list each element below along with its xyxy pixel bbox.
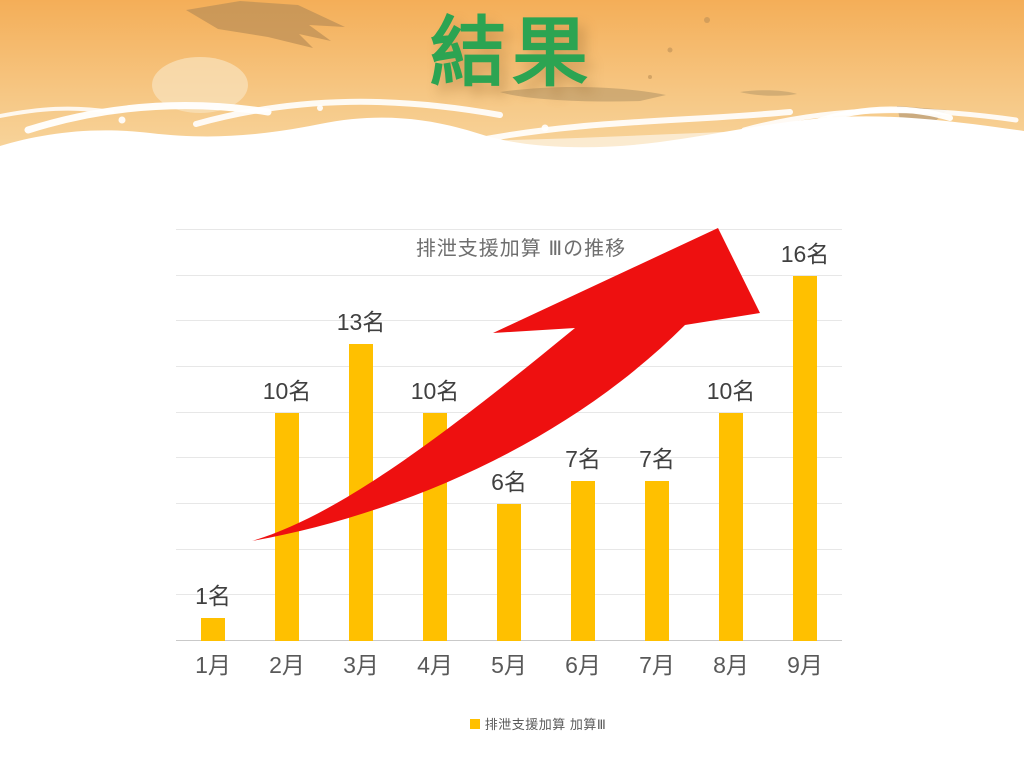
data-label-2月: 10名	[262, 377, 312, 404]
x-tick-3月: 3月	[343, 652, 379, 678]
bar-group-4月: 10名	[398, 379, 472, 641]
x-tick-6月: 6月	[565, 652, 601, 678]
bar-group-7月: 7名	[620, 448, 694, 641]
data-label-3月: 13名	[336, 309, 386, 336]
gridline	[176, 366, 842, 367]
data-label-6月: 7名	[565, 446, 601, 473]
bar-group-9月: 16名	[768, 242, 842, 641]
wave-dot	[118, 116, 126, 124]
data-label-8月: 10名	[706, 377, 756, 404]
speck	[667, 47, 673, 53]
bar-3月	[349, 344, 373, 641]
bar-7月	[645, 481, 669, 641]
bar-group-8月: 10名	[694, 379, 768, 641]
bar-group-3月: 13名	[324, 311, 398, 641]
wave-dot	[317, 105, 323, 111]
speck	[704, 17, 710, 23]
bar-group-2月: 10名	[250, 379, 324, 641]
bar-8月	[719, 412, 743, 641]
legend-label: 排泄支援加算 加算Ⅲ	[484, 717, 607, 732]
bar-group-1月: 1名	[176, 585, 250, 641]
gridline	[176, 320, 842, 322]
data-label-4月: 10名	[410, 377, 460, 404]
bar-4月	[423, 412, 447, 641]
x-tick-5月: 5月	[491, 652, 527, 678]
bar-9月	[793, 275, 817, 641]
tan-brushstroke-icon	[186, 1, 345, 48]
pale-wash-blob	[152, 57, 248, 113]
slide-title: 結果	[430, 11, 594, 96]
x-tick-2月: 2月	[269, 652, 305, 678]
chart-legend: 排泄支援加算 加算Ⅲ	[26, 714, 1024, 733]
data-label-7月: 7名	[639, 446, 675, 473]
bar-group-5月: 6名	[472, 471, 546, 641]
bar-group-6月: 7名	[546, 448, 620, 641]
x-tick-7月: 7月	[639, 652, 675, 678]
x-axis-labels: 1月 2月 3月 4月 5月 6月 7月 8月 9月	[176, 652, 842, 680]
white-base	[0, 170, 1024, 185]
wave-dot	[541, 124, 549, 132]
data-label-9月: 16名	[780, 240, 830, 267]
watercolor-banner-artwork	[0, 0, 1024, 185]
bar-5月	[497, 504, 521, 641]
title-shadow-streak	[500, 86, 666, 102]
bar-2月	[275, 412, 299, 641]
tan-dash	[740, 90, 797, 96]
x-tick-9月: 9月	[787, 652, 823, 678]
chart-title: 排泄支援加算 Ⅲの推移	[415, 238, 627, 260]
data-label-5月: 6名	[491, 469, 527, 495]
gridline	[176, 229, 842, 230]
bar-6月	[571, 481, 595, 641]
white-fade-solid	[0, 116, 1024, 178]
x-tick-4月: 4月	[417, 652, 453, 678]
gridline	[176, 274, 842, 276]
bar-1月	[201, 618, 225, 641]
x-tick-8月: 8月	[713, 652, 749, 678]
data-label-1月: 1名	[195, 583, 231, 610]
x-tick-1月: 1月	[195, 652, 231, 678]
bar-chart: 1名 10名 13名 10名 6名 7名 7名 10名 16名 排泄支援加算 Ⅲの推移	[176, 229, 842, 641]
speck	[648, 75, 652, 79]
white-wave-strokes	[0, 98, 1019, 145]
legend-swatch-icon	[469, 718, 480, 729]
